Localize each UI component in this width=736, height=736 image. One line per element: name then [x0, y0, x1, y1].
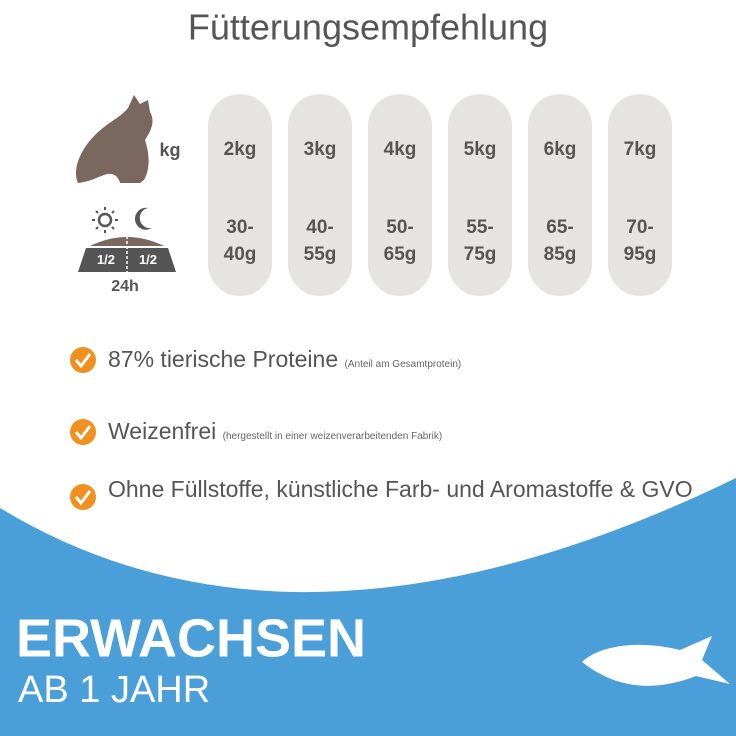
period: 24h [111, 278, 139, 295]
amount: 40g [224, 244, 257, 265]
pill [368, 94, 432, 296]
feature-note: (Anteil am Gesamtprotein) [344, 359, 462, 370]
bowl-icon [78, 248, 176, 272]
amount: 40- [306, 217, 333, 238]
pill [288, 94, 352, 296]
pill [528, 94, 592, 296]
moon-icon [134, 207, 152, 230]
amount: 55g [304, 244, 337, 265]
weight: 5kg [464, 139, 497, 160]
blue-wave [0, 478, 736, 736]
amount: 30- [226, 217, 253, 238]
weight-unit: kg [159, 140, 180, 160]
weight: 6kg [544, 139, 577, 160]
check-icon [70, 484, 96, 510]
amount: 75g [464, 244, 497, 265]
weight: 3kg [304, 139, 337, 160]
weight: 2kg [224, 139, 257, 160]
banner-subtitle: AB 1 JAHR [18, 669, 210, 711]
check-icon [70, 419, 96, 445]
amount: 85g [544, 244, 577, 265]
weight: 7kg [624, 139, 657, 160]
sun-icon [97, 212, 113, 228]
check-mark [74, 353, 92, 369]
fish-icon [582, 636, 730, 686]
check-mark [74, 490, 92, 506]
bowl-half: 1/2 [97, 252, 115, 267]
amount: 50- [386, 217, 413, 238]
sun-rays [92, 207, 118, 233]
pill [608, 94, 672, 296]
feature: Ohne Füllstoffe, künstliche Farb- und Ar… [108, 476, 698, 503]
pill [208, 94, 272, 296]
pill [448, 94, 512, 296]
feature-text: Weizenfrei [108, 418, 217, 444]
amount: 55- [466, 217, 493, 238]
amount: 65g [384, 244, 417, 265]
cat-icon [75, 95, 153, 183]
feature: Weizenfrei (hergestellt in einer weizenv… [108, 418, 698, 450]
feature-text: 87% tierische Proteine [108, 346, 339, 372]
amount: 95g [624, 244, 657, 265]
amount: 65- [546, 217, 573, 238]
check-mark [74, 425, 92, 441]
feature: 87% tierische Proteine (Anteil am Gesamt… [108, 346, 698, 378]
weight: 4kg [384, 139, 417, 160]
amount: 70- [626, 217, 653, 238]
banner-title: ERWACHSEN [16, 608, 366, 668]
feature-note: (hergestellt in einer weizenverarbeitend… [222, 431, 443, 442]
bowl-half: 1/2 [139, 252, 157, 267]
title: Fütterungsempfehlung [188, 7, 548, 48]
check-icon [70, 347, 96, 373]
feature-text: Ohne Füllstoffe, künstliche Farb- und Ar… [108, 476, 693, 502]
